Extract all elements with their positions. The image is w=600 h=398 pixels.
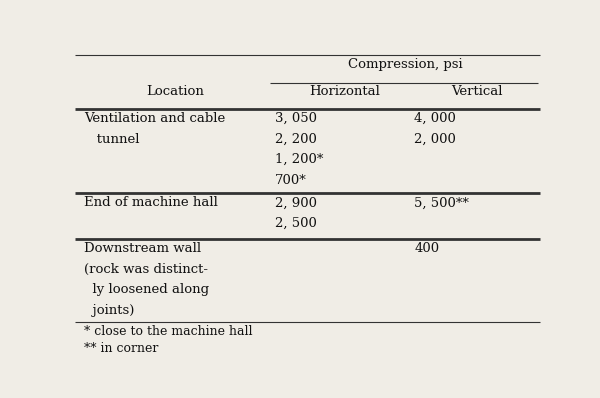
Text: 4, 000: 4, 000 (415, 112, 457, 125)
Text: (rock was distinct-: (rock was distinct- (84, 263, 208, 276)
Text: 2, 500: 2, 500 (275, 217, 317, 230)
Text: 2, 200: 2, 200 (275, 133, 317, 146)
Text: Vertical: Vertical (451, 85, 503, 98)
Text: 2, 900: 2, 900 (275, 196, 317, 209)
Text: Location: Location (146, 85, 204, 98)
Text: joints): joints) (84, 304, 134, 317)
Text: ** in corner: ** in corner (84, 342, 158, 355)
Text: tunnel: tunnel (84, 133, 140, 146)
Text: Ventilation and cable: Ventilation and cable (84, 112, 226, 125)
Text: End of machine hall: End of machine hall (84, 196, 218, 209)
Text: 3, 050: 3, 050 (275, 112, 317, 125)
Text: Compression, psi: Compression, psi (348, 59, 463, 72)
Text: Downstream wall: Downstream wall (84, 242, 202, 256)
Text: Horizontal: Horizontal (309, 85, 380, 98)
Text: 2, 000: 2, 000 (415, 133, 457, 146)
Text: 400: 400 (415, 242, 440, 256)
Text: ly loosened along: ly loosened along (84, 283, 209, 297)
Text: 1, 200*: 1, 200* (275, 153, 323, 166)
Text: 700*: 700* (275, 174, 307, 187)
Text: * close to the machine hall: * close to the machine hall (84, 325, 253, 338)
Text: 5, 500**: 5, 500** (415, 196, 469, 209)
